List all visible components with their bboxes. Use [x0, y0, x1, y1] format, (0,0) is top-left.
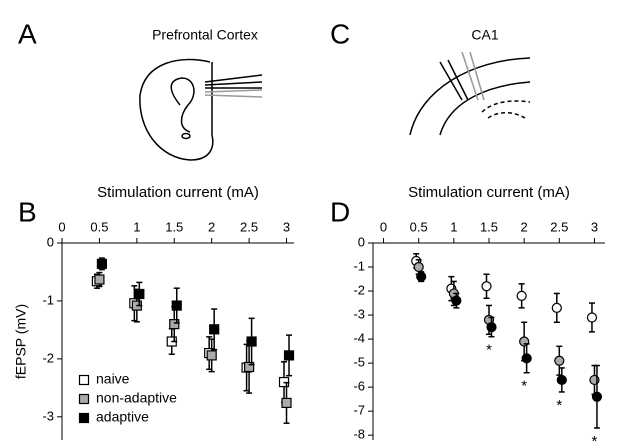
x-tick-label: 3	[591, 219, 598, 234]
panel-label: A	[18, 18, 37, 49]
point	[97, 259, 106, 268]
y-tick-label: -3	[353, 307, 365, 322]
brain-outline	[140, 60, 213, 160]
diagram-title: Prefrontal Cortex	[152, 27, 258, 43]
x-axis-label: Stimulation current (mA)	[97, 184, 259, 201]
x-tick-label: 2.5	[550, 219, 568, 234]
y-axis-label: fEPSP (mV)	[13, 304, 29, 379]
panel-label: B	[18, 196, 37, 227]
dentate	[482, 101, 530, 118]
panel-label: D	[330, 196, 350, 227]
point	[414, 263, 423, 272]
y-tick-label: -1	[353, 258, 365, 273]
point	[517, 291, 526, 300]
x-axis-label: Stimulation current (mA)	[408, 184, 570, 201]
x-tick-label: 0	[58, 219, 65, 234]
y-tick-label: 0	[47, 234, 54, 249]
ca1-inner-arc	[440, 82, 530, 135]
point	[592, 392, 601, 401]
x-tick-label: 2	[521, 219, 528, 234]
legend-swatch	[80, 395, 89, 404]
figure: A B C D Prefrontal Cortex CA1 0 0.5 1 1.5 2 2…	[0, 0, 626, 444]
x-tick-label: 0.5	[410, 219, 428, 234]
point	[247, 337, 256, 346]
x-tick-label: 2.5	[240, 219, 258, 234]
point	[207, 351, 216, 360]
point	[285, 351, 294, 360]
y-tick-label: -4	[353, 331, 365, 346]
x-tick-label: 0.5	[90, 219, 108, 234]
x-tick-label: 2	[208, 219, 215, 234]
ca1-outer-arc	[410, 58, 530, 135]
x-tick-label: 1	[133, 219, 140, 234]
y-tick-label: -1	[42, 292, 54, 307]
legend-label: adaptive	[96, 409, 149, 425]
point	[555, 356, 564, 365]
annotation: *	[521, 378, 527, 395]
x-tick-label: 1.5	[165, 219, 183, 234]
point	[522, 354, 531, 363]
electrode-black	[440, 60, 468, 100]
point	[210, 325, 219, 334]
point	[487, 323, 496, 332]
point	[482, 282, 491, 291]
point	[452, 296, 461, 305]
point	[557, 375, 566, 384]
legend-swatch	[80, 376, 89, 385]
y-tick-label: -6	[353, 379, 365, 394]
pfc-diagram	[140, 60, 262, 160]
x-tick-label: 1	[450, 219, 457, 234]
diagram-title: CA1	[471, 27, 498, 43]
ca1-diagram	[410, 52, 530, 135]
ventricle	[182, 134, 190, 139]
point	[552, 303, 561, 312]
legend-swatch	[80, 414, 89, 423]
y-tick-label: 0	[358, 234, 365, 249]
point	[417, 272, 426, 281]
point	[587, 313, 596, 322]
electrode-gray	[205, 90, 262, 97]
annotation: *	[486, 342, 492, 359]
point	[282, 398, 291, 407]
x-tick-label: 3	[283, 219, 290, 234]
y-tick-label: -5	[353, 355, 365, 370]
brain-sulcus	[171, 78, 194, 132]
panel-label: C	[330, 18, 350, 49]
annotation: *	[556, 397, 562, 414]
legend-label: non-adaptive	[96, 390, 177, 406]
y-tick-label: -3	[42, 408, 54, 423]
x-tick-label: 1.5	[480, 219, 498, 234]
y-tick-label: -2	[42, 350, 54, 365]
y-tick-label: -7	[353, 403, 365, 418]
x-tick-label: 0	[380, 219, 387, 234]
y-tick-label: -2	[353, 282, 365, 297]
point	[172, 301, 181, 310]
point	[95, 275, 104, 284]
electrode-black	[205, 75, 262, 88]
annotation: *	[592, 433, 598, 444]
y-tick-label: -8	[353, 427, 365, 442]
legend-label: naive	[96, 371, 130, 387]
point	[135, 289, 144, 298]
